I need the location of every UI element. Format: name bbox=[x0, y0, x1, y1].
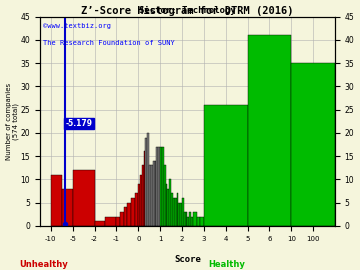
Bar bbox=[200, 217, 204, 226]
Bar bbox=[51, 175, 62, 226]
Bar bbox=[140, 175, 142, 226]
Bar bbox=[162, 147, 164, 226]
Title: Z’-Score Histogram for DTRM (2016): Z’-Score Histogram for DTRM (2016) bbox=[81, 6, 294, 16]
Bar bbox=[193, 212, 197, 226]
Text: -5.179: -5.179 bbox=[66, 119, 93, 128]
Bar bbox=[173, 198, 175, 226]
Bar bbox=[153, 161, 155, 226]
Bar bbox=[156, 147, 158, 226]
Bar bbox=[155, 161, 156, 226]
Bar bbox=[144, 151, 145, 226]
Bar bbox=[145, 137, 148, 226]
Bar bbox=[182, 198, 184, 226]
Text: Healthy: Healthy bbox=[208, 260, 245, 269]
Text: The Research Foundation of SUNY: The Research Foundation of SUNY bbox=[43, 40, 175, 46]
Bar bbox=[171, 193, 173, 226]
Text: Sector: Technology: Sector: Technology bbox=[139, 6, 236, 15]
Bar bbox=[180, 202, 182, 226]
Bar bbox=[95, 221, 105, 226]
Bar bbox=[291, 63, 335, 226]
Bar bbox=[148, 133, 149, 226]
Bar bbox=[131, 198, 135, 226]
Bar bbox=[73, 170, 95, 226]
Bar bbox=[164, 166, 166, 226]
Bar bbox=[186, 212, 188, 226]
Text: Unhealthy: Unhealthy bbox=[19, 260, 68, 269]
Bar bbox=[188, 217, 189, 226]
Bar bbox=[120, 212, 123, 226]
Bar bbox=[116, 217, 120, 226]
Bar bbox=[123, 207, 127, 226]
Bar bbox=[197, 217, 200, 226]
Bar bbox=[175, 198, 176, 226]
Bar bbox=[178, 202, 180, 226]
Y-axis label: Number of companies
(574 total): Number of companies (574 total) bbox=[5, 83, 19, 160]
Bar bbox=[166, 184, 167, 226]
Bar bbox=[142, 166, 144, 226]
Bar bbox=[167, 189, 169, 226]
Bar bbox=[204, 105, 248, 226]
Bar bbox=[151, 166, 153, 226]
Bar bbox=[62, 189, 73, 226]
Bar bbox=[138, 184, 140, 226]
Bar bbox=[176, 193, 178, 226]
Bar bbox=[169, 179, 171, 226]
Bar bbox=[127, 202, 131, 226]
Bar bbox=[160, 147, 162, 226]
Bar bbox=[248, 35, 291, 226]
Text: ©www.textbiz.org: ©www.textbiz.org bbox=[43, 23, 111, 29]
Bar bbox=[105, 217, 116, 226]
Bar bbox=[158, 147, 160, 226]
Bar bbox=[184, 212, 186, 226]
Bar bbox=[191, 217, 193, 226]
Bar bbox=[135, 193, 138, 226]
Bar bbox=[189, 212, 191, 226]
X-axis label: Score: Score bbox=[174, 255, 201, 264]
Bar bbox=[149, 166, 151, 226]
